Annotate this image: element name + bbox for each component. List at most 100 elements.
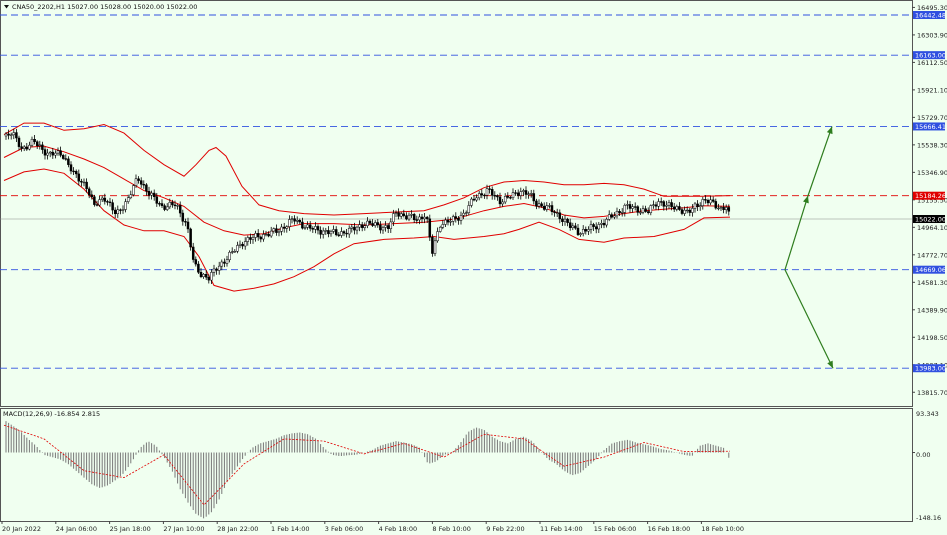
candle-body bbox=[540, 203, 543, 207]
candle-body bbox=[108, 201, 112, 203]
candle-body bbox=[462, 212, 465, 216]
candle-body bbox=[535, 200, 538, 207]
candle-body bbox=[329, 231, 333, 235]
candle-body bbox=[61, 155, 65, 159]
candle-body bbox=[74, 171, 78, 175]
candle-body bbox=[152, 192, 156, 197]
candle-body bbox=[191, 246, 195, 260]
x-tick-label: 4 Feb 18:00 bbox=[379, 525, 418, 533]
candle-body bbox=[139, 180, 143, 185]
candle-body bbox=[54, 152, 57, 156]
candle-body bbox=[441, 224, 445, 228]
candle-body bbox=[444, 219, 447, 225]
y-tick-label: 14198.50 bbox=[917, 334, 947, 342]
candle-body bbox=[194, 259, 198, 265]
candle-body bbox=[230, 251, 234, 253]
x-tick-label: 18 Feb 10:00 bbox=[701, 525, 744, 533]
time-axis: 20 Jan 2022 24 Jan 06:00 25 Jan 18:00 27 Ja… bbox=[1, 521, 744, 533]
candle-body bbox=[615, 211, 619, 217]
candle-body bbox=[571, 225, 575, 228]
level-tag bbox=[913, 265, 945, 274]
collapse-arrow-icon[interactable] bbox=[4, 5, 9, 9]
x-tick-label: 27 Jan 10:00 bbox=[163, 525, 204, 533]
candle-body bbox=[282, 226, 286, 229]
level-tag bbox=[913, 215, 945, 224]
macd-panel-frame bbox=[0, 408, 913, 522]
candle-body bbox=[98, 199, 101, 206]
candle-body bbox=[212, 268, 216, 273]
candle-body bbox=[698, 205, 702, 207]
candle-body bbox=[446, 219, 450, 223]
macd-scale-zero: 0.00 bbox=[916, 451, 930, 459]
candle-body bbox=[717, 207, 720, 210]
candle-body bbox=[477, 193, 481, 199]
y-tick-label: 14389.90 bbox=[917, 306, 947, 314]
candle-body bbox=[48, 151, 52, 154]
candle-body bbox=[542, 205, 546, 210]
candle-body bbox=[28, 144, 31, 150]
candle-body bbox=[12, 132, 16, 136]
candle-body bbox=[719, 206, 723, 209]
candle-body bbox=[72, 170, 75, 173]
candle-body bbox=[537, 203, 541, 207]
candle-body bbox=[360, 224, 364, 228]
candle-body bbox=[563, 218, 567, 222]
candle-body bbox=[506, 196, 510, 198]
level-tag-label: 15184.26 bbox=[915, 192, 946, 200]
candle-body bbox=[116, 209, 120, 215]
candle-body bbox=[345, 232, 348, 235]
candle-body bbox=[137, 178, 140, 181]
candle-body bbox=[524, 190, 528, 195]
candle-body bbox=[308, 224, 312, 229]
candle-body bbox=[337, 234, 341, 236]
candle-body bbox=[132, 185, 135, 195]
x-tick-label: 1 Feb 14:00 bbox=[271, 525, 310, 533]
candle-body bbox=[269, 230, 273, 237]
candle-body bbox=[347, 228, 351, 235]
candle-body bbox=[553, 211, 556, 214]
candle-body bbox=[256, 233, 260, 238]
candle-body bbox=[67, 158, 70, 165]
candle-body bbox=[475, 197, 478, 201]
candle-body bbox=[451, 216, 455, 222]
candle-body bbox=[631, 206, 634, 209]
candle-body bbox=[646, 211, 650, 213]
level-tag-label: 15022.00 bbox=[915, 215, 946, 223]
x-tick-label: 25 Jan 18:00 bbox=[110, 525, 151, 533]
candle-body bbox=[410, 214, 413, 216]
candle-body bbox=[464, 212, 468, 214]
candle-body bbox=[56, 150, 60, 154]
candle-body bbox=[670, 202, 673, 208]
candle-body bbox=[685, 209, 689, 212]
candle-body bbox=[433, 240, 437, 254]
candle-body bbox=[581, 229, 585, 234]
y-tick-label: 15729.70 bbox=[917, 114, 947, 122]
x-tick-label: 16 Feb 18:00 bbox=[648, 525, 691, 533]
candle-body bbox=[550, 205, 554, 212]
candle-body bbox=[480, 193, 484, 196]
candle-body bbox=[389, 221, 393, 229]
candle-body bbox=[311, 228, 315, 230]
candle-body bbox=[662, 201, 666, 207]
candle-body bbox=[628, 204, 632, 209]
candle-body bbox=[392, 213, 395, 223]
y-tick-label: 15346.90 bbox=[917, 169, 947, 177]
arrow-head-icon bbox=[826, 126, 833, 135]
candle-body bbox=[43, 149, 47, 156]
candle-body bbox=[210, 272, 213, 281]
candle-body bbox=[321, 230, 325, 235]
candle-body bbox=[267, 233, 270, 237]
candle-body bbox=[17, 137, 21, 147]
x-tick-label: 20 Jan 2022 bbox=[2, 525, 41, 533]
candle-body bbox=[384, 225, 387, 228]
candle-body bbox=[457, 218, 460, 221]
candle-body bbox=[181, 212, 185, 222]
candle-body bbox=[711, 199, 715, 202]
macd-panel bbox=[3, 421, 915, 519]
candle-body bbox=[623, 205, 627, 213]
candle-body bbox=[688, 209, 692, 213]
candle-body bbox=[33, 138, 36, 142]
candle-body bbox=[470, 198, 473, 206]
candle-body bbox=[366, 220, 369, 226]
